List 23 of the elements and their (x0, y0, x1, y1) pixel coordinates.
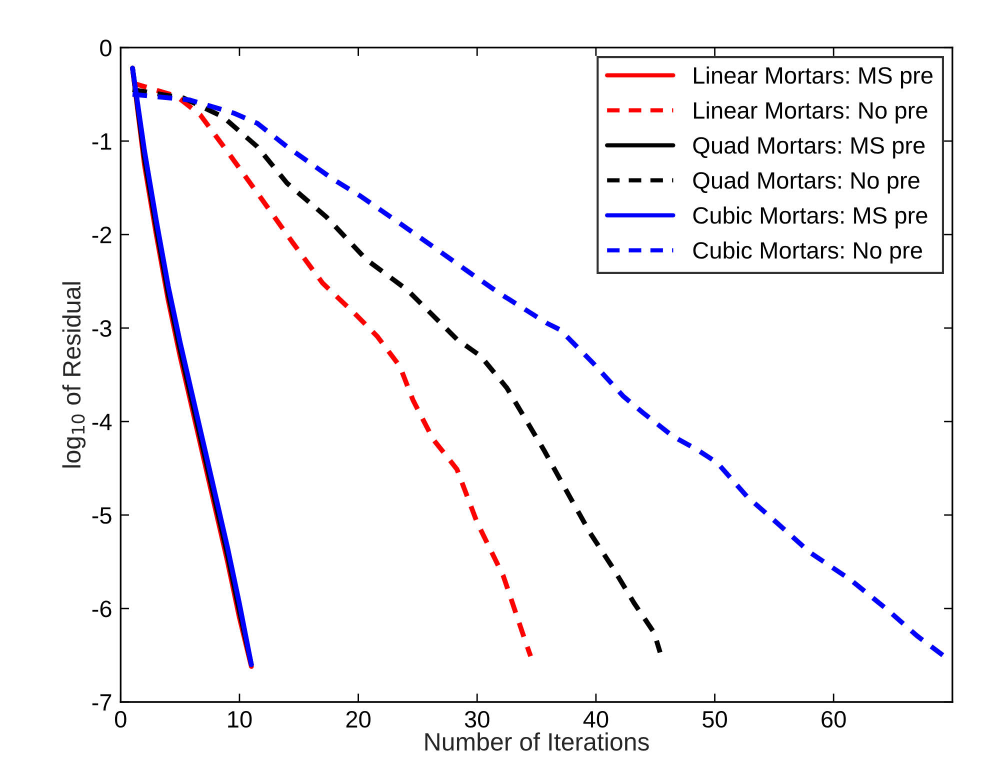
x-tick-label: 10 (228, 710, 252, 728)
legend-label: Linear Mortars: MS pre (694, 66, 932, 88)
y-tick-label: -7 (92, 694, 112, 711)
y-tick-label: -5 (92, 507, 112, 524)
legend-label: Cubic Mortars: MS pre (693, 206, 928, 228)
y-tick-label: -1 (92, 133, 112, 150)
y-tick-label: -6 (92, 600, 112, 618)
y-tick-label: -2 (92, 226, 112, 244)
x-tick-label: 50 (702, 710, 727, 728)
x-tick-label: 20 (346, 710, 371, 728)
y-tick-label: -4 (92, 414, 112, 430)
legend-label: Cubic Mortars: No pre (693, 241, 922, 264)
legend-label: Quad Mortars: MS pre (693, 136, 925, 158)
x-tick-label: 60 (822, 710, 846, 728)
x-tick-label: 0 (115, 710, 126, 728)
legend-label: Linear Mortars: No pre (694, 101, 928, 124)
y-tick-label: 0 (100, 40, 112, 56)
y-tick-label: -3 (92, 320, 112, 337)
legend-label: Quad Mortars: No pre (693, 171, 920, 194)
x-axis-title: Number of Iterations (425, 732, 649, 751)
y-axis-title: log$_{10}$ of Residual (62, 282, 86, 468)
x-tick-label: 40 (583, 710, 608, 728)
x-tick-label: 30 (464, 710, 490, 728)
